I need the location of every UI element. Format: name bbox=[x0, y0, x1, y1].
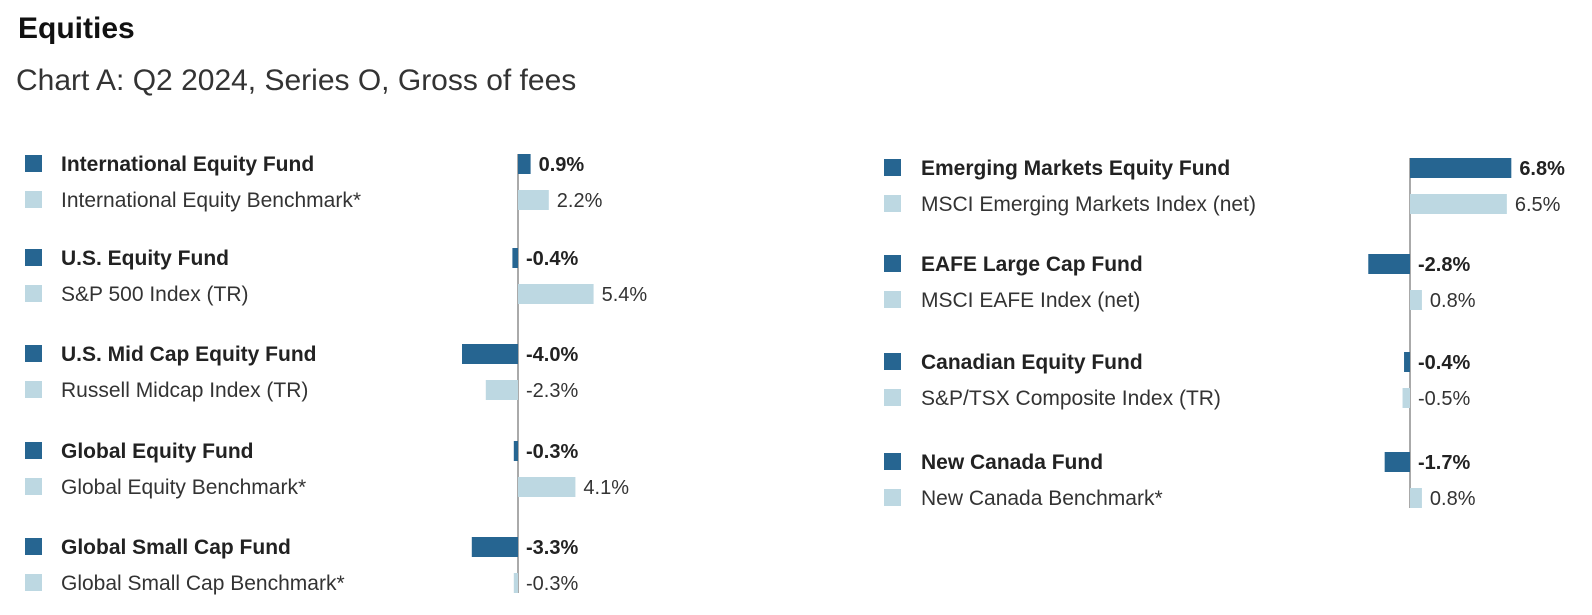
fund-label: EAFE Large Cap Fund bbox=[921, 253, 1143, 276]
fund-label: New Canada Fund bbox=[921, 451, 1103, 474]
fund-value-label: -2.8% bbox=[1418, 254, 1470, 276]
benchmark-legend-swatch bbox=[884, 195, 901, 212]
fund-label: Global Small Cap Fund bbox=[61, 536, 291, 559]
fund-value-label: -0.4% bbox=[1418, 352, 1470, 374]
benchmark-value-label: 0.8% bbox=[1430, 290, 1476, 312]
fund-legend-swatch bbox=[25, 345, 42, 362]
benchmark-label: Russell Midcap Index (TR) bbox=[61, 379, 308, 402]
chart-subtitle: Chart A: Q2 2024, Series O, Gross of fee… bbox=[16, 64, 577, 97]
fund-value-label: 6.8% bbox=[1519, 158, 1565, 180]
benchmark-value-label: 4.1% bbox=[583, 477, 629, 499]
benchmark-bar bbox=[1402, 388, 1410, 408]
benchmark-label: Global Equity Benchmark* bbox=[61, 476, 306, 499]
fund-legend-swatch bbox=[25, 249, 42, 266]
benchmark-legend-swatch bbox=[884, 389, 901, 406]
benchmark-legend-swatch bbox=[25, 478, 42, 495]
benchmark-legend-swatch bbox=[25, 191, 42, 208]
benchmark-bar bbox=[513, 573, 518, 593]
fund-legend-swatch bbox=[25, 155, 42, 172]
benchmark-label: MSCI EAFE Index (net) bbox=[921, 289, 1140, 312]
fund-legend-swatch bbox=[25, 538, 42, 555]
benchmark-label: S&P/TSX Composite Index (TR) bbox=[921, 387, 1221, 410]
benchmark-bar bbox=[518, 284, 594, 304]
fund-bar bbox=[1368, 254, 1410, 274]
benchmark-value-label: 2.2% bbox=[557, 190, 603, 212]
benchmark-bar bbox=[518, 477, 576, 497]
benchmark-label: New Canada Benchmark* bbox=[921, 487, 1163, 510]
fund-value-label: -0.4% bbox=[526, 248, 578, 270]
fund-label: Canadian Equity Fund bbox=[921, 351, 1143, 374]
page-title: Equities bbox=[18, 12, 135, 45]
benchmark-legend-swatch bbox=[25, 381, 42, 398]
fund-label: Emerging Markets Equity Fund bbox=[921, 157, 1230, 180]
fund-value-label: 0.9% bbox=[539, 154, 585, 176]
fund-value-label: -4.0% bbox=[526, 344, 578, 366]
benchmark-bar bbox=[485, 380, 518, 400]
fund-value-label: -3.3% bbox=[526, 537, 578, 559]
fund-bar bbox=[513, 441, 518, 461]
left-panel: International Equity Fund 0.9% Internation… bbox=[25, 153, 647, 595]
benchmark-value-label: -2.3% bbox=[526, 380, 578, 402]
fund-bar bbox=[518, 154, 531, 174]
fund-bar bbox=[1404, 352, 1410, 372]
benchmark-label: S&P 500 Index (TR) bbox=[61, 283, 249, 306]
fund-legend-swatch bbox=[25, 442, 42, 459]
fund-value-label: -1.7% bbox=[1418, 452, 1470, 474]
fund-label: International Equity Fund bbox=[61, 153, 314, 176]
benchmark-label: International Equity Benchmark* bbox=[61, 189, 361, 212]
benchmark-legend-swatch bbox=[884, 291, 901, 308]
fund-bar bbox=[471, 537, 518, 557]
benchmark-value-label: 6.5% bbox=[1515, 194, 1561, 216]
benchmark-value-label: 0.8% bbox=[1430, 488, 1476, 510]
benchmark-legend-swatch bbox=[884, 489, 901, 506]
benchmark-label: Global Small Cap Benchmark* bbox=[61, 572, 345, 595]
benchmark-bar bbox=[1410, 194, 1507, 214]
fund-label: U.S. Equity Fund bbox=[61, 247, 229, 270]
fund-bar bbox=[1410, 158, 1512, 178]
fund-legend-swatch bbox=[884, 353, 901, 370]
fund-value-label: -0.3% bbox=[526, 441, 578, 463]
benchmark-bar bbox=[1410, 290, 1422, 310]
benchmark-value-label: 5.4% bbox=[602, 284, 648, 306]
benchmark-bar bbox=[1410, 488, 1422, 508]
benchmark-label: MSCI Emerging Markets Index (net) bbox=[921, 193, 1256, 216]
fund-bar bbox=[512, 248, 518, 268]
fund-legend-swatch bbox=[884, 453, 901, 470]
benchmark-legend-swatch bbox=[25, 574, 42, 591]
benchmark-legend-swatch bbox=[25, 285, 42, 302]
fund-bar bbox=[1384, 452, 1410, 472]
fund-label: Global Equity Fund bbox=[61, 440, 254, 463]
fund-legend-swatch bbox=[884, 255, 901, 272]
fund-legend-swatch bbox=[884, 159, 901, 176]
fund-bar bbox=[462, 344, 518, 364]
benchmark-value-label: -0.5% bbox=[1418, 388, 1470, 410]
benchmark-bar bbox=[518, 190, 549, 210]
benchmark-value-label: -0.3% bbox=[526, 573, 578, 595]
right-panel: Emerging Markets Equity Fund 6.8% MSCI Eme… bbox=[884, 157, 1565, 510]
fund-label: U.S. Mid Cap Equity Fund bbox=[61, 343, 317, 366]
